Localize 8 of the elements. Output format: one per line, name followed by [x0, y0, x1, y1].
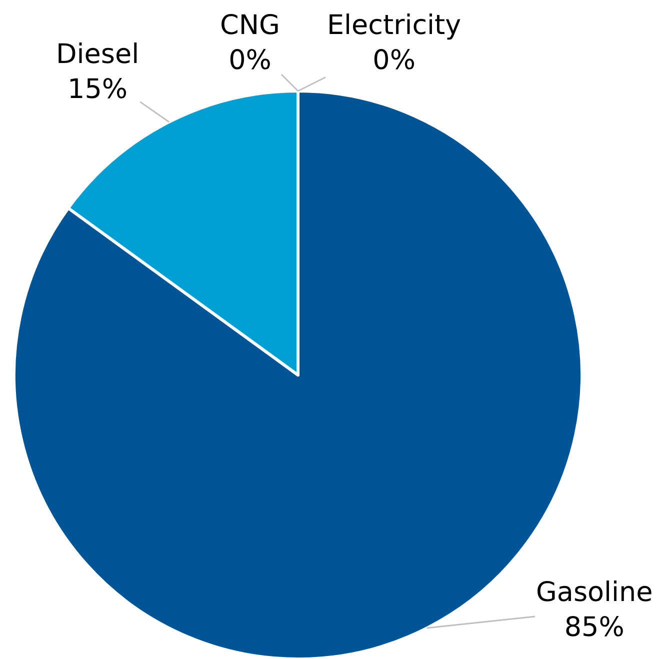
slice-label: Gasoline [536, 577, 653, 608]
text: 0% [228, 45, 272, 76]
data-label: 15% [68, 74, 128, 106]
category-label: Electricity [327, 10, 462, 41]
data-label: 85% [564, 612, 624, 644]
slice-label: Diesel [56, 39, 140, 70]
text: 0% [372, 45, 416, 76]
category-label: CNG [220, 10, 280, 41]
